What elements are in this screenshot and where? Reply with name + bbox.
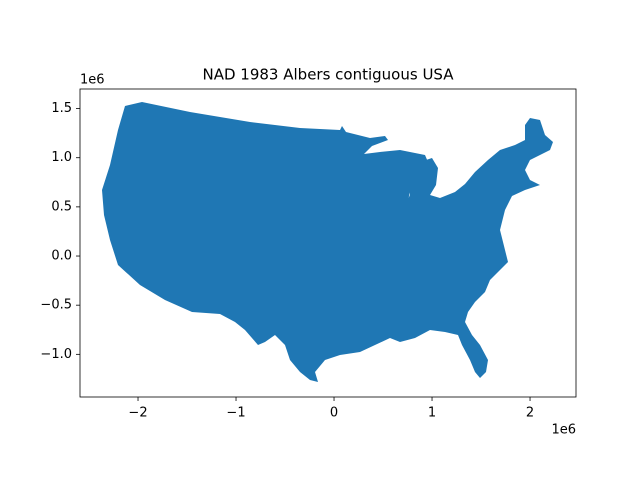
- y-tick-label: −1.0: [40, 347, 72, 362]
- y-offset-label: 1e6: [80, 73, 105, 88]
- y-tick-label: 0.5: [51, 199, 72, 214]
- x-offset-label: 1e6: [551, 423, 576, 438]
- usa-map: [102, 102, 553, 382]
- x-tick-label: 1: [428, 406, 436, 421]
- y-tick-label: 1.0: [51, 150, 72, 165]
- x-tick-label: 2: [526, 406, 534, 421]
- y-tick-label: 1.5: [51, 101, 72, 116]
- axes-frame: [79, 88, 577, 398]
- x-tick-label: −1: [226, 406, 245, 421]
- y-tick-label: 0.0: [51, 249, 72, 264]
- y-tick-label: −0.5: [40, 298, 72, 313]
- x-tick-label: −2: [128, 406, 147, 421]
- chart-title: NAD 1983 Albers contiguous USA: [203, 66, 455, 84]
- x-tick-label: 0: [330, 406, 338, 421]
